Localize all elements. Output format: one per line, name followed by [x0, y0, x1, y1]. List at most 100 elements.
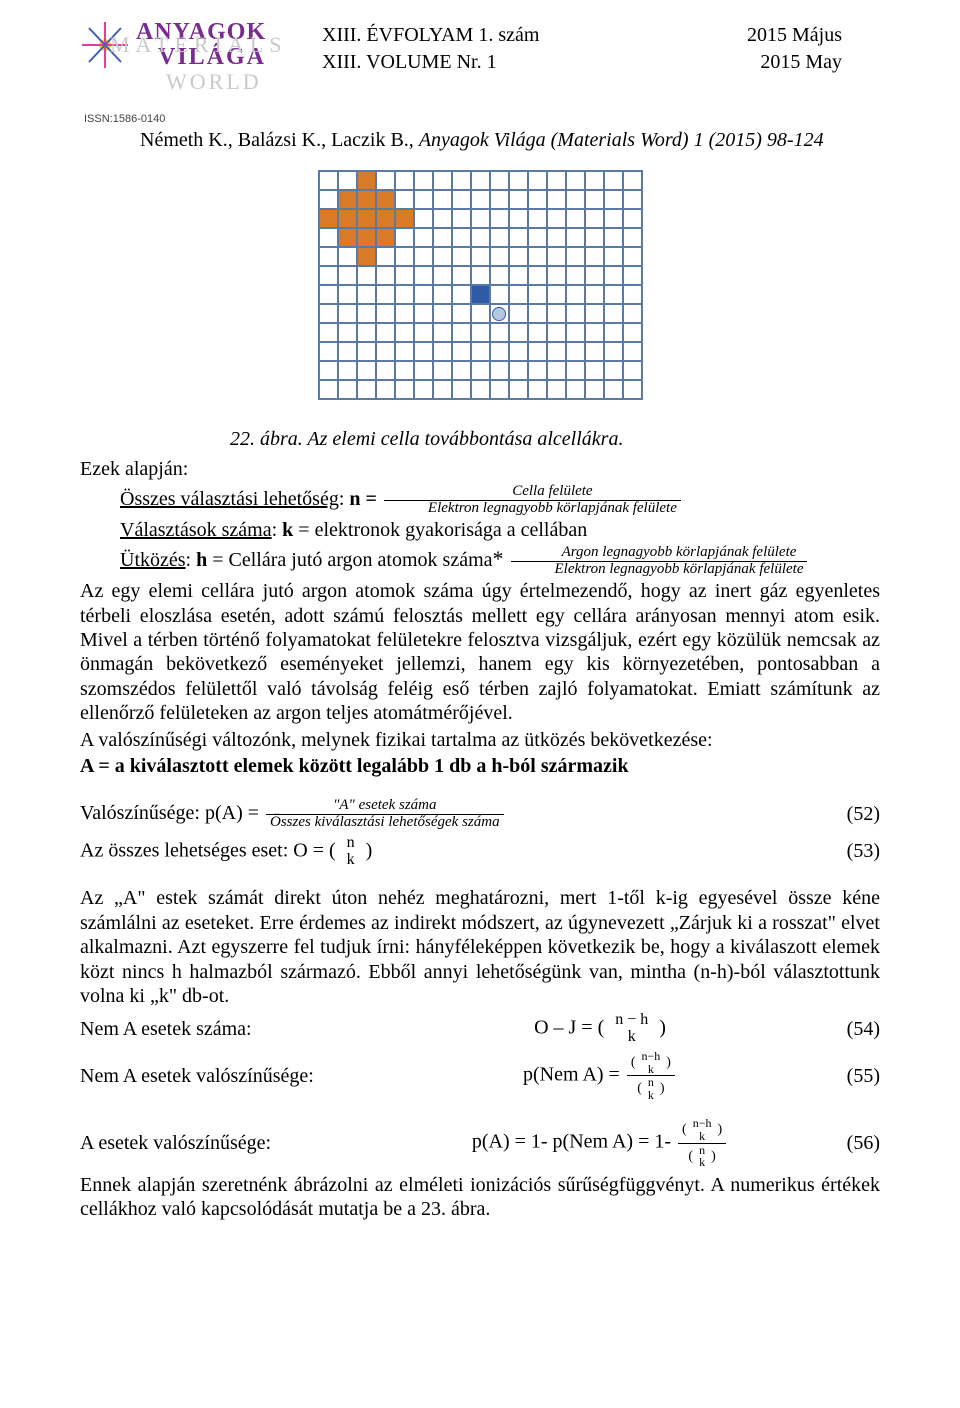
grid-cell: [338, 247, 357, 266]
grid-cell: [547, 304, 566, 323]
logo-block: ANYAGOK VILÁGA WORLD MATERIALS ISSN:1586…: [80, 20, 310, 125]
grid-cell: [471, 323, 490, 342]
para-prob: A valószínűségi változónk, melynek fizik…: [80, 728, 880, 752]
cell-grid: [318, 170, 643, 400]
eq-53: Az összes lehetséges eset: O = ( n k ) (…: [80, 835, 880, 869]
grid-cell: [490, 304, 509, 323]
grid-cell: [623, 361, 642, 380]
grid-cell: [395, 228, 414, 247]
grid-cell: [376, 171, 395, 190]
grid-cell: [357, 285, 376, 304]
grid-cell: [395, 304, 414, 323]
grid-cell: [414, 171, 433, 190]
grid-cell: [414, 285, 433, 304]
frac-h-num: Argon legnagyobb körlapjának felülete: [511, 545, 808, 562]
grid-cell: [376, 266, 395, 285]
grid-cell: [490, 285, 509, 304]
grid-cell: [395, 247, 414, 266]
grid-cell: [528, 380, 547, 399]
grid-cell: [604, 361, 623, 380]
grid-cell: [452, 190, 471, 209]
grid-cell: [471, 361, 490, 380]
eq52-lhs: Valószínűsége: p(A) = "A" esetek száma Ö…: [80, 798, 506, 831]
grid-cell: [471, 380, 490, 399]
grid-cell: [357, 361, 376, 380]
grid-cell: [471, 285, 490, 304]
grid-cell: [604, 209, 623, 228]
grid-cell: [319, 323, 338, 342]
grid-cell: [604, 190, 623, 209]
eq54-label: (54): [820, 1017, 880, 1041]
logo-world-ghost: WORLD: [166, 70, 266, 93]
grid-cell: [452, 247, 471, 266]
grid-cell: [471, 266, 490, 285]
grid-cell: [357, 190, 376, 209]
grid-cell: [414, 209, 433, 228]
grid-cell: [585, 171, 604, 190]
grid-cell: [376, 247, 395, 266]
grid-cell: [338, 380, 357, 399]
grid-cell: [395, 209, 414, 228]
grid-cell: [585, 323, 604, 342]
grid-cell: [471, 228, 490, 247]
grid-cell: [585, 342, 604, 361]
eq-55: Nem A esetek valószínűsége: p(Nem A) = (…: [80, 1050, 880, 1101]
grid-cell: [528, 209, 547, 228]
page-header: ANYAGOK VILÁGA WORLD MATERIALS ISSN:1586…: [80, 20, 880, 125]
grid-cell: [357, 228, 376, 247]
grid-cell: [566, 209, 585, 228]
grid-cell: [376, 209, 395, 228]
grid-cell: [319, 304, 338, 323]
grid-cell: [395, 190, 414, 209]
grid-cell: [604, 285, 623, 304]
def-n-label: Összes választási lehetőség: [120, 488, 339, 510]
grid-cell: [319, 190, 338, 209]
grid-cell: [414, 190, 433, 209]
grid-cell: [623, 209, 642, 228]
grid-cell: [357, 209, 376, 228]
para-A-def: A = a kiválasztott elemek között legaláb…: [80, 754, 880, 778]
grid-cell: [528, 342, 547, 361]
grid-cell: [604, 323, 623, 342]
grid-cell: [566, 171, 585, 190]
grid-cell: [547, 342, 566, 361]
grid-cell: [357, 342, 376, 361]
grid-cell: [338, 171, 357, 190]
grid-cell: [357, 171, 376, 190]
grid-cell: [338, 342, 357, 361]
grid-cell: [376, 361, 395, 380]
grid-cell: [414, 342, 433, 361]
grid-cell: [414, 304, 433, 323]
grid-cell: [376, 380, 395, 399]
def-h-label: Ütközés: [120, 549, 186, 571]
grid-cell: [547, 266, 566, 285]
grid-cell: [433, 190, 452, 209]
grid-cell: [585, 209, 604, 228]
grid-cell: [452, 266, 471, 285]
grid-cell: [547, 209, 566, 228]
grid-cell: [490, 361, 509, 380]
grid-cell: [433, 247, 452, 266]
grid-cell: [452, 304, 471, 323]
grid-cell: [509, 285, 528, 304]
grid-cell: [566, 228, 585, 247]
grid-cell: [338, 266, 357, 285]
frac-h-den: Elektron legnagyobb körlapjának felülete: [511, 562, 808, 578]
grid-cell: [566, 266, 585, 285]
grid-cell: [433, 171, 452, 190]
grid-cell: [338, 304, 357, 323]
def-k: Választások száma: k = elektronok gyakor…: [80, 518, 880, 542]
eq53-lhs: Az összes lehetséges eset: O = ( n k ): [80, 835, 372, 869]
grid-cell: [566, 361, 585, 380]
grid-cell: [319, 380, 338, 399]
grid-cell: [471, 171, 490, 190]
eq-54: Nem A esetek száma: O – J = ( n − h k ) …: [80, 1012, 880, 1046]
grid-cell: [395, 323, 414, 342]
citation-line: Németh K., Balázsi K., Laczik B., Anyago…: [140, 129, 880, 152]
para-last: Ennek alapján szeretnénk ábrázolni az el…: [80, 1173, 880, 1222]
grid-cell: [528, 323, 547, 342]
grid-cell: [585, 380, 604, 399]
grid-cell: [547, 228, 566, 247]
grid-cell: [414, 361, 433, 380]
grid-cell: [395, 266, 414, 285]
